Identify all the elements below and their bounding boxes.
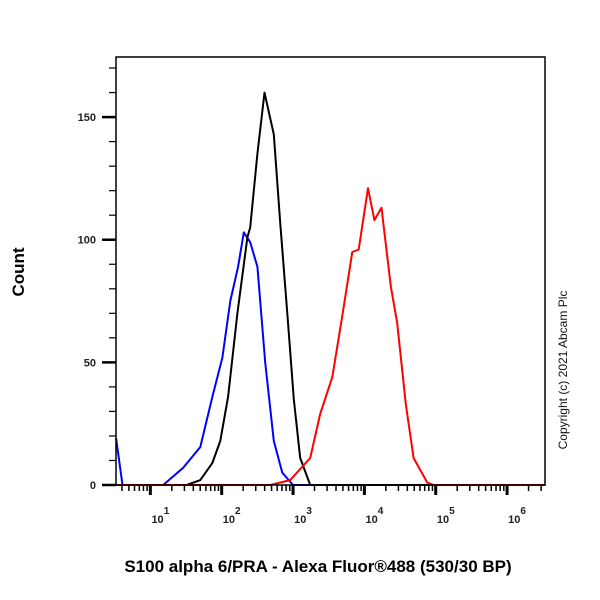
series-line-2: [116, 187, 545, 486]
y-tick-label: 0: [90, 480, 96, 492]
plot-frame: [115, 56, 546, 486]
x-tick-exponent: 6: [520, 506, 526, 517]
series-group: [115, 91, 545, 486]
x-tick-exponent: 1: [164, 506, 170, 517]
copyright-annotation: Copyright (c) 2021 Abcam Plc: [556, 291, 570, 450]
x-tick-base: 10: [508, 514, 520, 526]
x-tick-exponent: 2: [235, 506, 241, 517]
y-tick-label: 100: [78, 235, 96, 247]
x-axis-label: S100 alpha 6/PRA - Alexa Fluor®488 (530/…: [124, 557, 511, 576]
x-tick-base: 10: [437, 514, 449, 526]
x-tick-exponent: 4: [378, 506, 384, 517]
x-tick-label: 103: [294, 506, 312, 526]
y-tick-label: 50: [84, 357, 96, 369]
x-tick-base: 10: [294, 514, 306, 526]
x-tick-base: 10: [151, 514, 163, 526]
x-tick-label: 104: [365, 506, 383, 526]
x-tick-exponent: 5: [449, 506, 455, 517]
x-tick-label: 102: [223, 506, 241, 526]
x-tick-label: 101: [151, 506, 169, 526]
x-tick-base: 10: [365, 514, 377, 526]
y-axis-label: Count: [9, 247, 28, 296]
x-tick-label: 105: [437, 506, 455, 526]
series-line-0: [115, 231, 545, 486]
x-tick-exponent: 3: [306, 506, 312, 517]
y-tick-label: 150: [78, 112, 96, 124]
x-tick-label: 106: [508, 506, 526, 526]
series-line-1: [116, 91, 545, 486]
x-tick-base: 10: [223, 514, 235, 526]
